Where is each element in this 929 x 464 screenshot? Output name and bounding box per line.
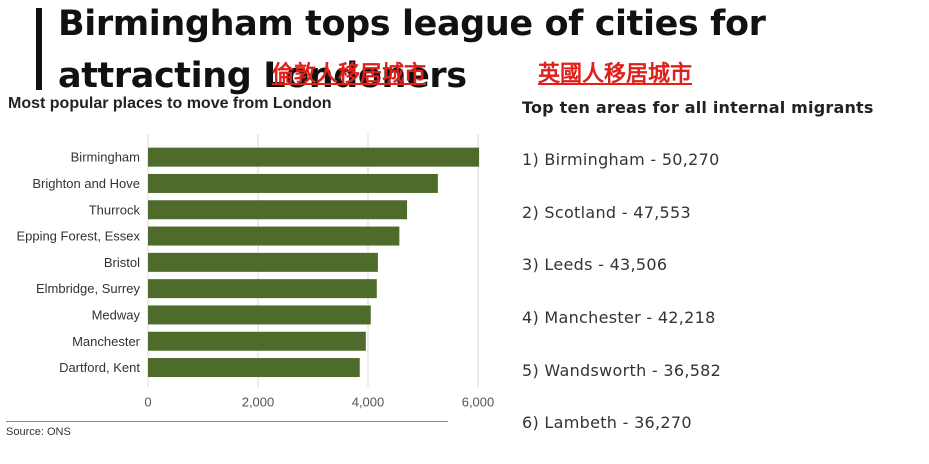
category-label: Epping Forest, Essex [16, 229, 140, 244]
x-tick-label: 6,000 [462, 395, 495, 410]
bar [148, 279, 377, 299]
rank-item: 4) Manchester - 42,218 [522, 308, 716, 328]
category-label: Thurrock [89, 202, 141, 217]
category-label: Brighton and Hove [32, 176, 140, 191]
tag-uk-migration: 英國人移居城市 [538, 62, 693, 87]
category-label: Manchester [72, 334, 141, 349]
right-panel-title: Top ten areas for all internal migrants [522, 98, 874, 117]
rank-item: 2) Scotland - 47,553 [522, 202, 691, 222]
bar [148, 226, 400, 246]
headline: Birmingham tops league of cities for att… [58, 4, 766, 96]
source-note: Source: ONS [6, 426, 71, 438]
source-divider [6, 421, 448, 422]
rank-item: 1) Birmingham - 50,270 [522, 150, 720, 169]
rank-list: 1) Birmingham - 50,270 2) Scotland - 47,… [522, 148, 721, 464]
bar [148, 147, 480, 167]
rank-item: 5) Wandsworth - 36,582 [522, 360, 722, 380]
category-label: Dartford, Kent [59, 360, 140, 375]
headline-accent-bar [36, 8, 42, 90]
tag-london-migration: 倫敦人移居城市 [272, 62, 427, 87]
bar [148, 200, 408, 220]
bar-chart: Birmingham Brighton and Hove Thurrock Eppin… [16, 134, 495, 410]
bar [148, 305, 371, 325]
rank-item: 6) Lambeth - 36,270 [522, 413, 692, 433]
category-label: Birmingham [71, 150, 140, 165]
bar [148, 331, 366, 351]
bar [148, 252, 378, 272]
x-tick-label: 0 [144, 395, 151, 410]
x-tick-label: 2,000 [242, 395, 275, 410]
category-label: Medway [92, 307, 141, 322]
chart-title: Most popular places to move from London [8, 95, 332, 112]
bar [148, 173, 438, 193]
category-label: Bristol [104, 255, 140, 270]
rank-item: 3) Leeds - 43,506 [522, 255, 668, 275]
x-tick-label: 4,000 [352, 395, 385, 410]
category-label: Elmbridge, Surrey [36, 281, 141, 296]
bar [148, 358, 360, 378]
